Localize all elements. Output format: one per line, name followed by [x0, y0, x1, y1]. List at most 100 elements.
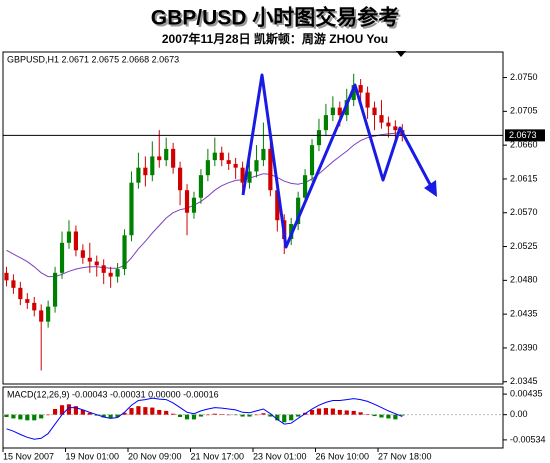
histogram-bar [191, 414, 197, 420]
histogram-bar [296, 414, 301, 417]
y-tick-label: 0.00 [510, 409, 528, 419]
histogram-bar [73, 406, 78, 415]
histogram-bar [53, 409, 58, 415]
histogram-bar [129, 408, 134, 415]
x-tick-label: 19 Nov 01:00 [66, 451, 120, 461]
y-tick-label: 2.0525 [510, 241, 538, 251]
histogram-bar [330, 408, 335, 415]
candle-body [372, 107, 377, 116]
candle-body [129, 182, 134, 236]
candle-body [323, 115, 328, 131]
main-panel [2, 51, 504, 385]
histogram-bar [25, 414, 30, 421]
histogram-bar [400, 414, 405, 416]
y-tick-label: 2.0705 [510, 106, 538, 116]
candle-body [261, 148, 266, 161]
histogram-bar [323, 408, 328, 415]
candle-body [205, 160, 210, 176]
candle-body [254, 160, 259, 172]
candle-body [309, 145, 315, 176]
candle-body [46, 306, 51, 322]
candle-body [136, 167, 141, 183]
indicator-line [6, 132, 403, 278]
histogram-bar [4, 414, 9, 418]
y-tick-label: 2.0660 [510, 140, 538, 150]
histogram-bar [178, 414, 183, 418]
histogram-bar [247, 414, 252, 417]
histogram-bar [365, 414, 370, 415]
histogram-bar [122, 412, 127, 415]
x-tick-label: 20 Nov 09:00 [128, 451, 182, 461]
candle-body [101, 265, 106, 273]
histogram-bar [80, 409, 85, 415]
histogram-bar [337, 409, 342, 415]
y-tick-label: -0.00534 [510, 434, 546, 444]
current-price-box [505, 129, 545, 142]
x-tick-label: 26 Nov 10:00 [316, 451, 370, 461]
candle-body [11, 280, 16, 288]
candle-body [178, 167, 183, 191]
histogram-bar [351, 410, 356, 415]
histogram-bar [136, 406, 141, 415]
y-tick-label: 2.0750 [510, 72, 538, 82]
candle-body [198, 175, 203, 198]
x-tick-label: 15 Nov 2007 [3, 451, 54, 461]
y-tick-label: 0.00435 [510, 389, 543, 399]
chart-title: GBP/USD 小时图交易参考 [151, 6, 400, 30]
histogram-bar [358, 412, 363, 415]
candle-body [115, 269, 120, 277]
candle-body [358, 85, 363, 93]
histogram-bar [59, 405, 65, 415]
annotation-path [241, 73, 435, 249]
indicator-line [6, 397, 403, 440]
histogram-bar [101, 414, 106, 418]
y-tick-label: 2.0480 [510, 275, 538, 285]
candle-body [275, 190, 280, 221]
candle-body [94, 261, 99, 266]
candle-body [171, 148, 176, 168]
current-price-label: 2.0673 [509, 130, 537, 140]
x-tick-label: 27 Nov 18:00 [378, 451, 432, 461]
candle-body [39, 310, 44, 322]
y-tick-label: 2.0345 [510, 376, 538, 386]
candle-body [157, 156, 162, 161]
histogram-bar [171, 413, 176, 415]
histogram-bar [240, 414, 245, 417]
histogram-bar [268, 414, 273, 417]
histogram-bar [289, 414, 294, 421]
histogram-bar [226, 414, 231, 416]
candle-body [316, 130, 322, 146]
marks: 2.0750 2.0705 2.0660 2.0615 2.0570 2.0525 2.04… [2, 72, 546, 461]
histogram-bar [316, 408, 322, 415]
histogram-bar [275, 414, 280, 421]
candle-body [386, 122, 391, 127]
candle-body [80, 250, 85, 258]
candle-body [150, 156, 155, 176]
candle-body [379, 115, 384, 123]
histogram-bar [309, 409, 315, 415]
candle-body [233, 163, 238, 168]
candle-body [330, 107, 335, 116]
candle-body [337, 107, 342, 116]
candle-body [212, 152, 217, 161]
y-tick-label: 2.0390 [510, 342, 538, 352]
candle-body [365, 92, 370, 108]
histogram-bar [205, 414, 210, 416]
histogram-bar [233, 414, 238, 416]
annotation-arrow [424, 180, 437, 197]
candle-body [108, 272, 113, 277]
candle-body [303, 175, 308, 198]
histogram-bar [164, 410, 169, 415]
candle-body [247, 171, 252, 183]
y-tick-label: 2.0615 [510, 173, 538, 183]
histogram-bar [198, 414, 203, 417]
histogram-bar [46, 414, 51, 416]
candle-body [25, 299, 30, 303]
candle-body [53, 272, 58, 307]
x-tick-label: 23 Nov 01:00 [253, 451, 307, 461]
candle-body [226, 160, 231, 164]
histogram-bar [87, 412, 92, 415]
histogram-bar [219, 414, 224, 415]
histogram-bar [115, 414, 120, 418]
